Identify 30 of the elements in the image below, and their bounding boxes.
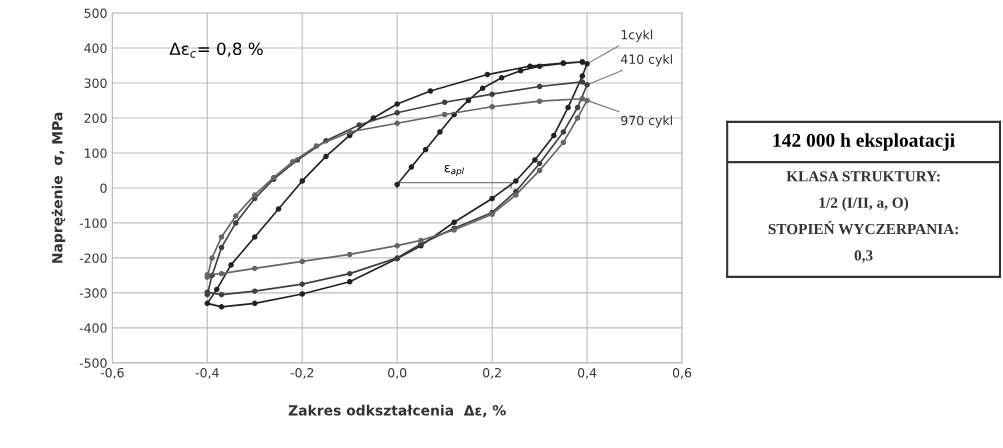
x-tick-label: -0,2 <box>290 367 314 379</box>
y-tick-label: -400 <box>79 323 107 333</box>
y-axis-title: Naprężenie σ, MPa <box>51 112 66 263</box>
text: 970 cykl <box>621 115 672 128</box>
y-tick-label: 400 <box>84 43 107 53</box>
text: STOPIEŃ WYCZERPANIA: <box>768 220 958 235</box>
y-tick-label: 0 <box>100 183 107 193</box>
annotation: Δε$_{c}$= 0,8 % <box>169 42 263 58</box>
text: 1cykl <box>621 29 653 42</box>
x-tick-label: -0,4 <box>195 367 219 379</box>
y-tick-label: 300 <box>84 78 107 88</box>
y-tick-label: -300 <box>79 288 107 298</box>
y-tick-label: -100 <box>79 218 107 228</box>
y-tick-label: 500 <box>84 8 107 18</box>
y-tick-label: -200 <box>79 253 107 263</box>
text: 0,3 <box>854 250 873 263</box>
y-tick-label: -500 <box>79 358 107 368</box>
x-tick-label: -0,6 <box>100 367 124 379</box>
text: 410 cykl <box>620 54 672 67</box>
y-tick-label: 100 <box>84 148 107 158</box>
text: 142 000 h eksploatacji <box>773 133 955 151</box>
x-axis-title: Zakres odkształcenia Δε, % <box>288 404 506 418</box>
x-tick-label: 0,0 <box>388 367 407 379</box>
text: KLASA STRUKTURY: <box>786 171 940 182</box>
x-tick-label: 0,2 <box>483 367 501 379</box>
text: 1/2 (I/II, a, O) <box>819 197 909 211</box>
y-tick-label: 200 <box>84 113 107 123</box>
x-tick-label: 0,4 <box>577 367 597 379</box>
x-tick-label: 0,6 <box>672 367 692 379</box>
annotation: ε$_{apl}$ <box>444 165 465 176</box>
